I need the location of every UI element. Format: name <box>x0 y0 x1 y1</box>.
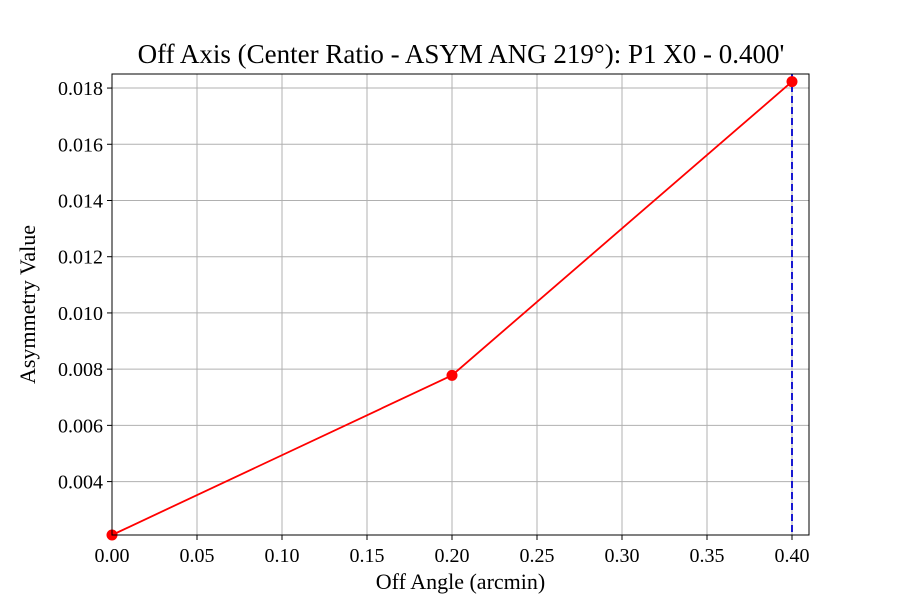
x-tick-label: 0.40 <box>775 545 810 567</box>
x-tick-label: 0.30 <box>605 545 640 567</box>
data-point <box>446 369 458 381</box>
y-tick-label: 0.014 <box>58 190 103 212</box>
x-tick-label: 0.20 <box>435 545 470 567</box>
y-tick-label: 0.004 <box>58 472 103 494</box>
axis-ticks: 0.00 0.05 0.10 0.15 0.20 0.25 0.30 0.35 0.40 0.00… <box>58 78 810 567</box>
x-tick-label: 0.10 <box>265 545 300 567</box>
x-tick-label: 0.05 <box>180 545 215 567</box>
y-tick-label: 0.016 <box>58 134 103 156</box>
y-axis-label: Asymmetry Value <box>15 225 40 384</box>
grid-lines <box>111 74 809 535</box>
y-tick-label: 0.010 <box>58 303 103 325</box>
x-tick-label: 0.00 <box>95 545 130 567</box>
x-tick-label: 0.15 <box>350 545 385 567</box>
y-tick-label: 0.018 <box>58 78 103 100</box>
plot-frame <box>111 73 810 536</box>
y-tick-label: 0.012 <box>58 247 103 269</box>
chart-title: Off Axis (Center Ratio - ASYM ANG 219°):… <box>138 39 785 69</box>
x-tick-label: 0.25 <box>520 545 555 567</box>
x-axis-label: Off Angle (arcmin) <box>376 569 545 594</box>
data-point <box>786 76 798 88</box>
y-tick-label: 0.008 <box>58 359 103 381</box>
y-tick-label: 0.006 <box>58 415 103 437</box>
x-tick-label: 0.35 <box>690 545 725 567</box>
data-markers <box>106 76 798 541</box>
